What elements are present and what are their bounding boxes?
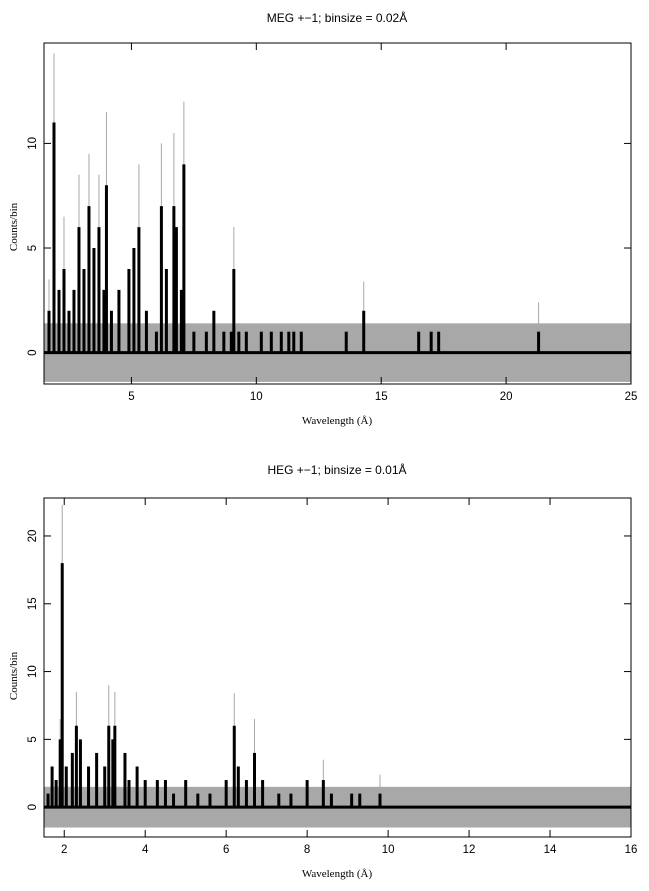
heg-x-tick-label-3: 8 [304, 844, 310, 856]
meg-counts-layer [44, 122, 631, 355]
meg-tick-labels: 5 10 15 20 25 0 5 10 [27, 137, 637, 403]
heg-x-tick-label-4: 10 [382, 844, 395, 856]
meg-plot-frame [43, 42, 632, 385]
meg-y-tick-label-0: 0 [27, 349, 39, 355]
heg-y-tick-label-0: 0 [27, 804, 39, 810]
meg-x-tick-label-0: 5 [128, 391, 134, 403]
meg-x-tick-label-3: 20 [500, 391, 513, 403]
heg-tick-labels: 2 4 6 8 10 12 14 16 0 5 10 15 20 [27, 530, 637, 856]
meg-x-tick-label-4: 25 [625, 391, 638, 403]
heg-x-axis-label: Wavelength (Å) [302, 868, 373, 880]
heg-plot-frame [43, 497, 632, 838]
heg-chart-title: HEG +−1; binsize = 0.01Å [267, 462, 406, 477]
heg-tick-marks [44, 498, 632, 837]
heg-x-tick-label-7: 16 [625, 844, 638, 856]
meg-y-tick-label-1: 5 [27, 245, 39, 251]
meg-axes-frame [43, 42, 632, 385]
heg-y-tick-label-4: 20 [27, 530, 39, 543]
heg-y-tick-label-2: 10 [27, 665, 39, 678]
meg-tick-marks [44, 43, 632, 384]
heg-x-tick-label-2: 6 [223, 844, 229, 856]
heg-y-axis-label: Counts/bin [8, 651, 20, 700]
meg-panel: MEG +−1; binsize = 0.02Å 5 10 15 20 25 0 5 10 W… [8, 10, 637, 427]
meg-y-tick-label-2: 10 [27, 137, 39, 150]
meg-error-bar-layer [48, 53, 540, 353]
heg-y-tick-label-3: 15 [27, 597, 39, 610]
meg-x-axis-label: Wavelength (Å) [302, 415, 373, 427]
heg-panel: HEG +−1; binsize = 0.01Å 2 4 6 8 10 12 14 16 0 5 1… [8, 462, 637, 880]
meg-chart-title: MEG +−1; binsize = 0.02Å [267, 10, 407, 25]
heg-axes-frame [43, 497, 632, 838]
meg-x-tick-label-2: 15 [375, 391, 388, 403]
heg-x-tick-label-1: 4 [142, 844, 149, 856]
heg-x-tick-label-6: 14 [544, 844, 557, 856]
heg-x-tick-label-5: 12 [463, 844, 476, 856]
meg-y-axis-label: Counts/bin [8, 202, 20, 251]
heg-counts-layer [44, 563, 631, 809]
meg-x-tick-label-1: 10 [250, 391, 263, 403]
heg-y-tick-label-1: 5 [27, 736, 39, 742]
heg-x-tick-label-0: 2 [61, 844, 67, 856]
